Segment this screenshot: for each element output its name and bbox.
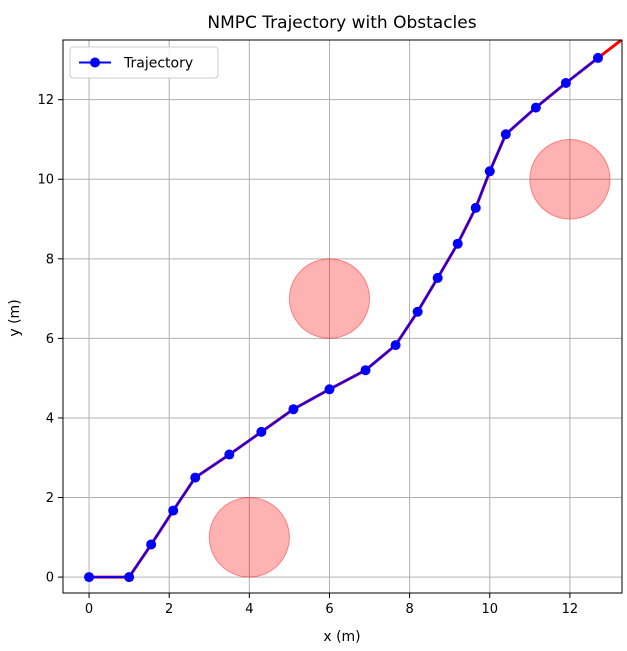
chart-title: NMPC Trajectory with Obstacles <box>207 13 476 33</box>
trajectory-point <box>470 202 481 213</box>
trajectory-point <box>592 52 603 63</box>
trajectory-point <box>224 449 235 460</box>
legend-label: Trajectory <box>123 56 193 72</box>
trajectory-point <box>324 384 335 395</box>
x-tick-label: 8 <box>405 602 413 617</box>
y-tick-label: 2 <box>46 491 54 506</box>
trajectory-point <box>288 404 299 415</box>
y-tick-label: 10 <box>37 173 54 188</box>
y-tick-label: 0 <box>46 571 54 586</box>
legend-box <box>69 46 219 79</box>
trajectory-line <box>89 57 599 579</box>
x-tick-label: 0 <box>85 602 93 617</box>
trajectory-point <box>190 472 201 483</box>
trajectory-point <box>432 272 443 283</box>
trajectory-point <box>146 539 157 550</box>
trajectory-point <box>484 166 495 177</box>
x-tick-label: 10 <box>481 602 498 617</box>
plot-area: 0 2 4 6 8 10 12 0 2 4 6 8 10 12 Trajectory <box>37 39 623 617</box>
trajectory-point <box>256 426 267 437</box>
obstacle-circle <box>288 258 371 339</box>
trajectory-point <box>560 77 571 88</box>
trajectory-point <box>84 572 95 583</box>
y-tick-label: 12 <box>37 93 54 108</box>
trajectory-point <box>412 306 423 317</box>
x-tick-label: 6 <box>325 602 333 617</box>
x-tick-label: 4 <box>245 602 253 617</box>
x-tick-label: 12 <box>562 602 579 617</box>
trajectory-point <box>452 238 463 249</box>
trajectory-point <box>360 365 371 376</box>
trajectory-point <box>500 129 511 140</box>
axes-frame <box>62 39 623 594</box>
legend-marker-swatch <box>90 57 100 68</box>
y-tick-label: 4 <box>46 411 54 426</box>
obstacle-circle <box>208 497 290 578</box>
y-tick-label: 6 <box>46 332 54 347</box>
x-axis-label: x (m) <box>323 629 360 645</box>
trajectory-point <box>168 505 179 516</box>
trajectory-point <box>124 572 135 583</box>
y-axis-label: y (m) <box>7 299 23 336</box>
trajectory-point <box>530 102 541 113</box>
trajectory-point <box>390 340 401 351</box>
y-tick-label: 8 <box>46 252 54 267</box>
x-tick-label: 2 <box>165 602 173 617</box>
obstacle-circle <box>529 138 611 220</box>
